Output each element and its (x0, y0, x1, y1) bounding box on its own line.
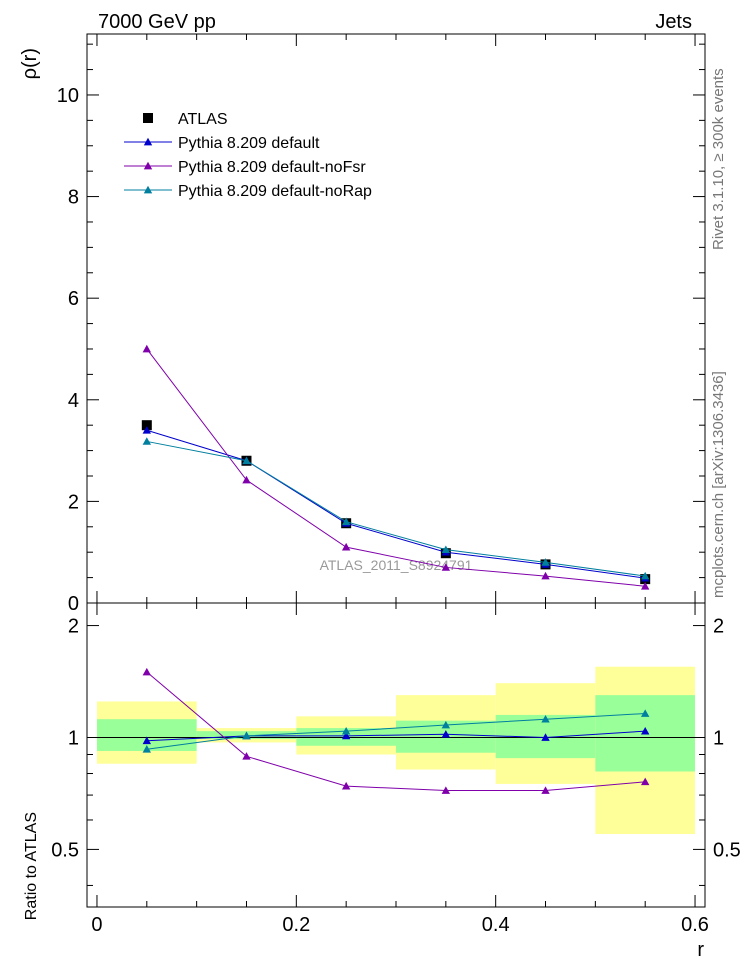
main-y-tick-label: 6 (68, 288, 79, 310)
x-axis-label: r (697, 939, 704, 961)
ratio-point-2 (142, 745, 152, 753)
series-point-2 (142, 344, 152, 353)
mcplots-label: mcplots.cern.ch [arXiv:1306.3436] (710, 371, 727, 598)
x-tick-label: 0.2 (282, 914, 310, 936)
series-point-2 (541, 571, 550, 580)
ratio-line-0 (146, 730, 646, 742)
legend-marker-atlas (143, 113, 153, 123)
header-left: 7000 GeV pp (98, 11, 216, 33)
ratio-series (142, 667, 650, 794)
series-point-2 (341, 542, 351, 551)
ratio-point-0 (142, 736, 152, 745)
ratio-point-2 (541, 714, 550, 723)
ratio-point-2 (341, 726, 351, 735)
ratio-ylabel: Ratio to ATLAS (23, 812, 40, 920)
axes (86, 33, 706, 908)
ratio-point-1 (341, 781, 351, 790)
legend-label: Pythia 8.209 default-noFsr (178, 159, 366, 176)
ratio-point-0 (341, 731, 351, 740)
ratio-point-2 (640, 709, 650, 717)
series-point-3 (242, 456, 251, 465)
x-tick-label: 0.4 (482, 914, 510, 936)
series-line-2 (146, 348, 646, 587)
x-tick-label: 0 (91, 914, 102, 936)
ratio-bands (96, 666, 696, 835)
ratio-line-2 (146, 713, 646, 750)
series-point-2 (242, 475, 251, 484)
series-point-2 (441, 563, 451, 571)
main-y-tick-label: 10 (57, 85, 79, 107)
legend-marker (143, 185, 153, 194)
legend-label: ATLAS (178, 111, 228, 128)
legend-marker (143, 161, 153, 170)
atlas-data-point (141, 420, 152, 431)
legend-label: Pythia 8.209 default (178, 135, 320, 152)
series-line-1 (146, 429, 646, 579)
ratio-point-1 (242, 752, 251, 760)
series-point-3 (441, 545, 451, 554)
ratio-point-0 (640, 726, 650, 735)
ratio-point-1 (640, 777, 650, 786)
legend-label: Pythia 8.209 default-noRap (178, 183, 372, 200)
ratio-y-tick-label-right: 1 (713, 727, 724, 749)
main-y-tick-label: 4 (68, 390, 79, 412)
x-tick-label: 0.6 (681, 914, 709, 936)
ratio-y-tick-label-right: 0.5 (713, 839, 741, 861)
ratio-y-tick-label-right: 2 (713, 616, 724, 638)
header-right: Jets (655, 11, 692, 33)
analysis-label: ATLAS_2011_S8924791 (320, 557, 473, 573)
ratio-point-1 (541, 786, 550, 794)
main-series (141, 344, 651, 590)
legend-marker (143, 137, 153, 146)
main-y-tick-label: 0 (68, 593, 79, 615)
main-ylabel: ρ(r) (19, 48, 41, 79)
ratio-point-0 (541, 733, 550, 741)
series-point-3 (142, 437, 152, 445)
series-point-3 (640, 571, 650, 580)
ratio-y-tick-label-left: 2 (68, 616, 79, 638)
ratio-line-1 (146, 671, 646, 792)
series-point-3 (541, 558, 550, 566)
rivet-label: Rivet 3.1.10, ≥ 300k events (710, 68, 727, 250)
series-point-1 (142, 426, 152, 434)
ratio-point-2 (441, 720, 451, 729)
ratio-point-1 (441, 786, 451, 794)
series-point-3 (341, 517, 351, 526)
series-point-2 (640, 582, 650, 590)
series-line-3 (146, 440, 646, 577)
ratio-point-2 (242, 731, 251, 740)
ratio-y-tick-label-left: 0.5 (51, 839, 79, 861)
ratio-point-0 (441, 730, 451, 738)
main-y-tick-label: 2 (68, 491, 79, 513)
main-y-tick-label: 8 (68, 187, 79, 209)
legend: ATLAS Pythia 8.209 default Pythia 8.209 de… (124, 111, 372, 200)
ratio-y-tick-label-left: 1 (68, 727, 79, 749)
ratio-point-1 (142, 667, 152, 676)
